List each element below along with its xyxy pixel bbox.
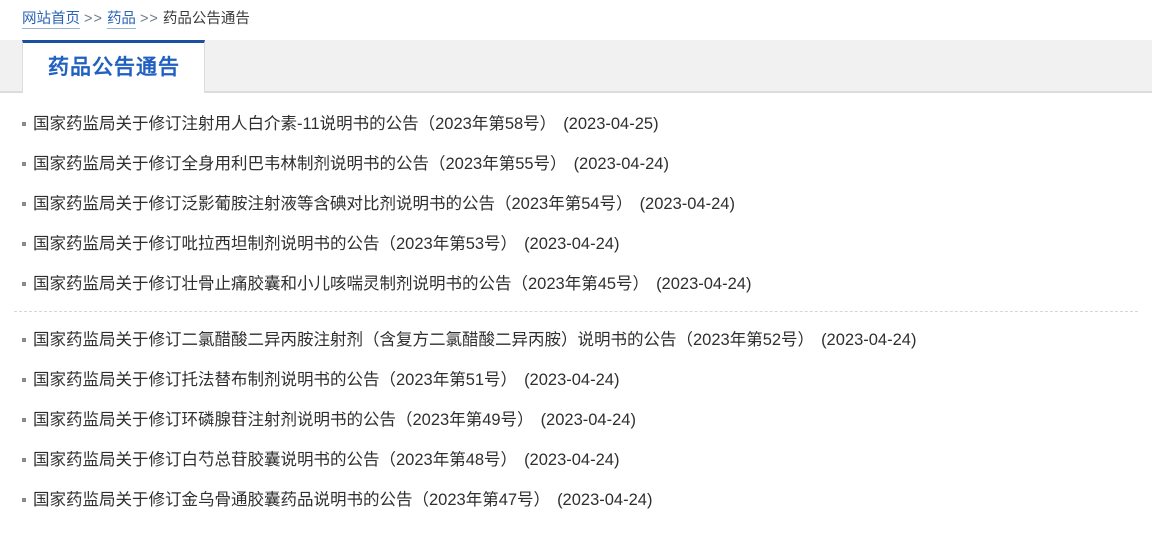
bullet-icon xyxy=(22,458,26,462)
bullet-icon xyxy=(22,122,26,126)
list-item-title[interactable]: 国家药监局关于修订全身用利巴韦林制剂说明书的公告（2023年第55号） xyxy=(33,155,567,173)
list-item[interactable]: 国家药监局关于修订壮骨止痛胶囊和小儿咳喘灵制剂说明书的公告（2023年第45号）… xyxy=(0,264,1152,304)
list-item[interactable]: 国家药监局关于修订吡拉西坦制剂说明书的公告（2023年第53号） (2023-0… xyxy=(0,224,1152,264)
bullet-icon xyxy=(22,242,26,246)
list-item-date: (2023-04-24) xyxy=(656,275,752,293)
tab-strip: 药品公告通告 xyxy=(0,40,1152,93)
list-item[interactable]: 国家药监局关于修订二氯醋酸二异丙胺注射剂（含复方二氯醋酸二异丙胺）说明书的公告（… xyxy=(0,320,1152,360)
breadcrumb-link-home[interactable]: 网站首页 xyxy=(22,11,80,29)
list-item[interactable]: 国家药监局关于修订全身用利巴韦林制剂说明书的公告（2023年第55号） (202… xyxy=(0,144,1152,184)
list-item-title[interactable]: 国家药监局关于修订壮骨止痛胶囊和小儿咳喘灵制剂说明书的公告（2023年第45号） xyxy=(33,275,650,293)
list-item[interactable]: 国家药监局关于修订注射用人白介素-11说明书的公告（2023年第58号） (20… xyxy=(0,104,1152,144)
list-group-divider xyxy=(14,311,1138,312)
list-item-date: (2023-04-24) xyxy=(639,195,735,213)
breadcrumb-current: 药品公告通告 xyxy=(162,11,250,27)
list-item-title[interactable]: 国家药监局关于修订金乌骨通胶囊药品说明书的公告（2023年第47号） xyxy=(33,491,551,509)
list-item[interactable]: 国家药监局关于修订环磷腺苷注射剂说明书的公告（2023年第49号） (2023-… xyxy=(0,400,1152,440)
list-item[interactable]: 国家药监局关于修订白芍总苷胶囊说明书的公告（2023年第48号） (2023-0… xyxy=(0,440,1152,480)
announcement-list-group-two: 国家药监局关于修订二氯醋酸二异丙胺注射剂（含复方二氯醋酸二异丙胺）说明书的公告（… xyxy=(0,320,1152,520)
bullet-icon xyxy=(22,162,26,166)
list-item-title[interactable]: 国家药监局关于修订吡拉西坦制剂说明书的公告（2023年第53号） xyxy=(33,235,518,253)
breadcrumb-separator-1: >> xyxy=(84,11,103,27)
list-item-title[interactable]: 国家药监局关于修订托法替布制剂说明书的公告（2023年第51号） xyxy=(33,371,518,389)
bullet-icon xyxy=(22,338,26,342)
bullet-icon xyxy=(22,498,26,502)
list-item-date: (2023-04-24) xyxy=(573,155,669,173)
list-item-title[interactable]: 国家药监局关于修订环磷腺苷注射剂说明书的公告（2023年第49号） xyxy=(33,411,534,429)
list-item-date: (2023-04-24) xyxy=(821,331,917,349)
bullet-icon xyxy=(22,202,26,206)
list-item-title[interactable]: 国家药监局关于修订二氯醋酸二异丙胺注射剂（含复方二氯醋酸二异丙胺）说明书的公告（… xyxy=(33,331,815,349)
tab-drug-announcements[interactable]: 药品公告通告 xyxy=(22,40,205,93)
breadcrumb: 网站首页 >> 药品 >> 药品公告通告 xyxy=(0,0,1152,29)
list-item[interactable]: 国家药监局关于修订托法替布制剂说明书的公告（2023年第51号） (2023-0… xyxy=(0,360,1152,400)
list-item-title[interactable]: 国家药监局关于修订白芍总苷胶囊说明书的公告（2023年第48号） xyxy=(33,451,518,469)
announcement-list-group-one: 国家药监局关于修订注射用人白介素-11说明书的公告（2023年第58号） (20… xyxy=(0,104,1152,304)
list-item-date: (2023-04-24) xyxy=(524,371,620,389)
bullet-icon xyxy=(22,282,26,286)
list-item-date: (2023-04-24) xyxy=(524,235,620,253)
tab-label: 药品公告通告 xyxy=(48,55,180,79)
list-item-date: (2023-04-24) xyxy=(557,491,653,509)
list-item-date: (2023-04-24) xyxy=(540,411,636,429)
list-item[interactable]: 国家药监局关于修订金乌骨通胶囊药品说明书的公告（2023年第47号） (2023… xyxy=(0,480,1152,520)
list-item-date: (2023-04-25) xyxy=(563,115,659,133)
list-item-title[interactable]: 国家药监局关于修订注射用人白介素-11说明书的公告（2023年第58号） xyxy=(33,115,557,133)
breadcrumb-link-category[interactable]: 药品 xyxy=(106,11,136,29)
breadcrumb-separator-2: >> xyxy=(139,11,159,27)
list-item[interactable]: 国家药监局关于修订泛影葡胺注射液等含碘对比剂说明书的公告（2023年第54号） … xyxy=(0,184,1152,224)
list-item-date: (2023-04-24) xyxy=(524,451,620,469)
bullet-icon xyxy=(22,418,26,422)
list-item-title[interactable]: 国家药监局关于修订泛影葡胺注射液等含碘对比剂说明书的公告（2023年第54号） xyxy=(33,195,633,213)
bullet-icon xyxy=(22,378,26,382)
